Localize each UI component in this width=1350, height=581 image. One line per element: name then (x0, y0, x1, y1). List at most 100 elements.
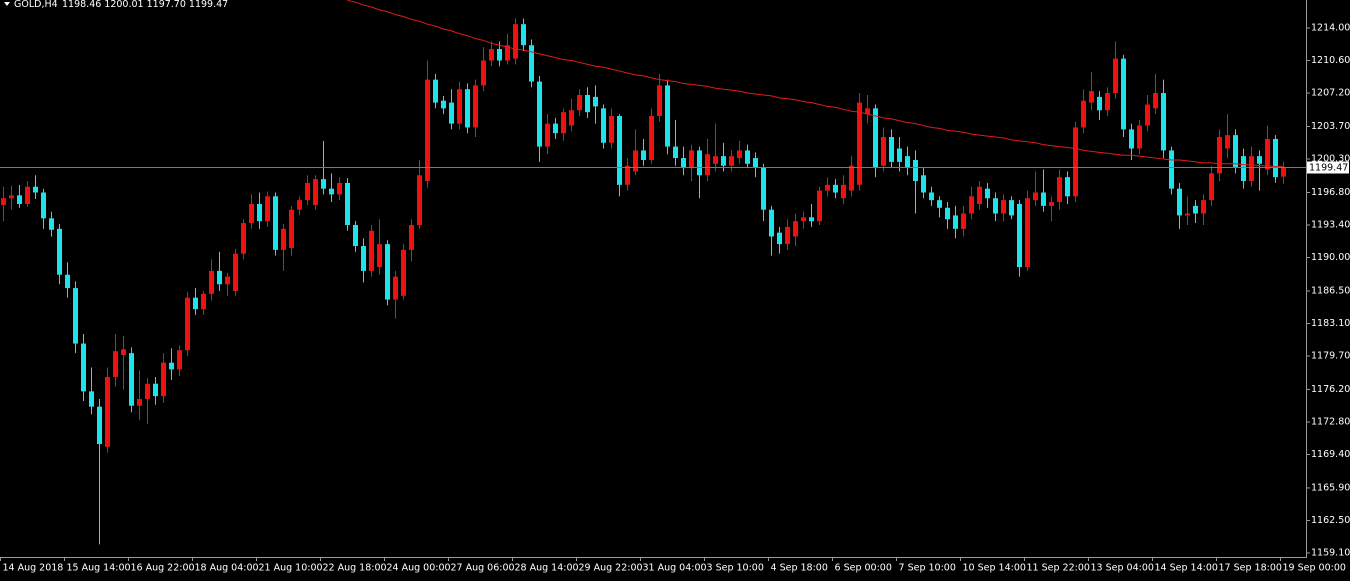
candle-body (657, 85, 662, 116)
candle-body (313, 179, 318, 205)
candle-body (1025, 198, 1030, 268)
candle-body (33, 186, 38, 193)
x-tick-label: 31 Aug 04:00 (643, 563, 707, 574)
x-tick-label: 13 Sep 04:00 (1091, 563, 1154, 574)
x-tick-label: 21 Aug 10:00 (259, 563, 323, 574)
candle-body (985, 188, 990, 199)
candle-body (153, 383, 158, 397)
candle-body (889, 137, 894, 162)
x-tick-label: 18 Aug 04:00 (195, 563, 259, 574)
candle-body (457, 89, 462, 124)
candle-body (601, 108, 606, 143)
candle-body (777, 232, 782, 245)
candle-body (393, 276, 398, 300)
x-tick-label: 28 Aug 14:00 (515, 563, 579, 574)
candle-body (785, 226, 790, 245)
candle-body (409, 224, 414, 250)
x-tick-label: 14 Sep 14:00 (1155, 563, 1218, 574)
candle-body (161, 362, 166, 397)
candle-body (1217, 137, 1222, 174)
x-tick-label: 14 Aug 2018 (3, 563, 64, 574)
y-tick-label: 1196.80 (1311, 187, 1350, 198)
candle-body (1201, 200, 1206, 214)
candle-body (593, 96, 598, 107)
y-tick-label: 1179.70 (1311, 351, 1350, 362)
candle-body (353, 224, 358, 247)
x-tick-label: 11 Sep 22:00 (1027, 563, 1090, 574)
candle-body (537, 81, 542, 147)
menu-arrow[interactable] (4, 2, 10, 6)
candle-body (513, 24, 518, 59)
x-tick-label: 29 Aug 22:00 (579, 563, 643, 574)
y-tick-label: 1183.10 (1311, 318, 1350, 329)
x-tick-label: 3 Sep 10:00 (707, 563, 764, 574)
candle-body (345, 182, 350, 225)
candle-body (145, 383, 150, 400)
candle-body (529, 45, 534, 82)
candle-body (249, 203, 254, 224)
candle-body (41, 192, 46, 219)
moving-average (347, 0, 1284, 168)
y-tick-label: 1207.20 (1311, 88, 1350, 99)
candle-body (385, 244, 390, 300)
y-tick-label: 1162.50 (1311, 515, 1350, 526)
candle-body (505, 45, 510, 61)
candle-body (489, 49, 494, 61)
candle-body (1209, 173, 1214, 201)
x-tick-label: 17 Sep 18:00 (1219, 563, 1282, 574)
candle-body (849, 165, 854, 191)
candle-body (577, 94, 582, 111)
candle-body (617, 115, 622, 185)
candle-body (401, 249, 406, 296)
x-tick-label: 27 Aug 06:00 (451, 563, 515, 574)
candle-body (561, 112, 566, 134)
candle-body (377, 244, 382, 268)
candle-body (921, 175, 926, 193)
candle-body (1097, 96, 1102, 111)
x-tick-label: 15 Aug 14:00 (67, 563, 131, 574)
candle-body (697, 150, 702, 176)
quote: 1198.46 1200.01 1197.70 1199.47 (62, 0, 228, 10)
candle-body (497, 49, 502, 61)
plot-area (1, 0, 1286, 545)
candle-body (713, 156, 718, 164)
chart-title: GOLD,H4 (14, 0, 58, 10)
candle-body (1145, 104, 1150, 126)
candle-body (113, 351, 118, 378)
candle-body (945, 207, 950, 220)
candle-body (305, 182, 310, 201)
candle-body (1001, 200, 1006, 214)
candle-body (665, 85, 670, 147)
candle-body (225, 276, 230, 285)
last-price-label: 1199.47 (1309, 163, 1348, 174)
y-tick-label: 1210.60 (1311, 55, 1350, 66)
candle-body (737, 150, 742, 159)
candle-body (425, 79, 430, 182)
candle-body (281, 228, 286, 250)
candle-body (585, 94, 590, 113)
candle-body (841, 184, 846, 199)
candle-body (1089, 91, 1094, 103)
x-tick-label: 7 Sep 10:00 (899, 563, 956, 574)
candle-body (1057, 177, 1062, 203)
candle-body (1185, 213, 1190, 216)
candle-body (89, 391, 94, 407)
candle-body (1113, 58, 1118, 94)
candle-body (929, 192, 934, 201)
candle-body (1281, 166, 1286, 177)
candle-body (73, 288, 78, 344)
candle-body (361, 246, 366, 271)
candle-body (1225, 135, 1230, 149)
y-tick-label: 1159.10 (1311, 547, 1350, 558)
y-tick-label: 1176.20 (1311, 384, 1350, 395)
candle-body (961, 213, 966, 229)
y-tick-label: 1186.50 (1311, 285, 1350, 296)
y-tick-label: 1214.00 (1311, 23, 1350, 34)
candle-body (769, 209, 774, 237)
candle-body (609, 115, 614, 143)
candle-body (1073, 127, 1078, 197)
candle-body (177, 350, 182, 370)
